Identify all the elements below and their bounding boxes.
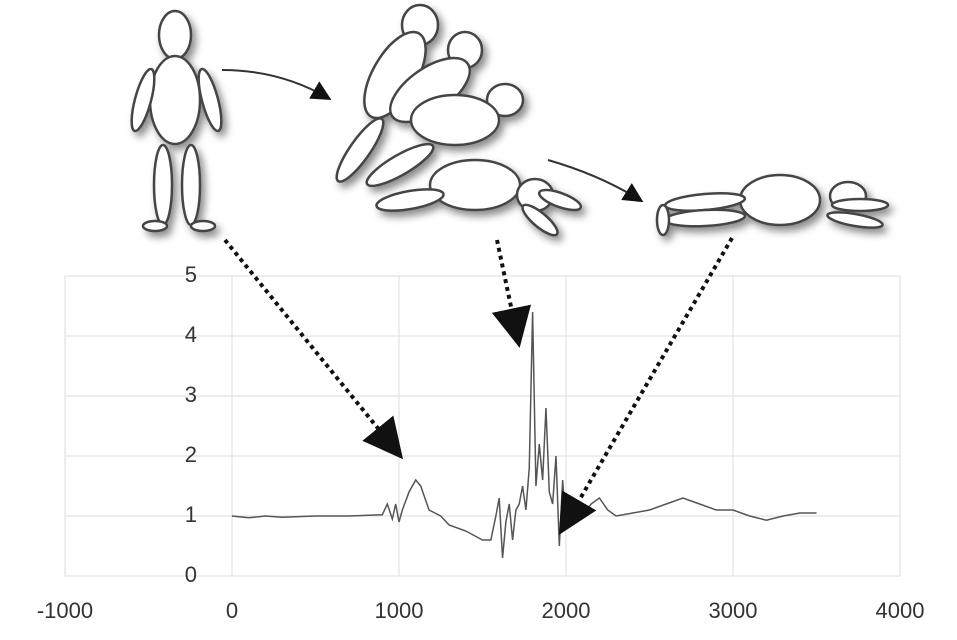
data-line <box>232 312 817 558</box>
falling-figure <box>330 5 583 240</box>
y-tick-label: 1 <box>185 502 197 527</box>
x-tick-label: 0 <box>226 598 238 623</box>
x-tick-label: 4000 <box>876 598 925 623</box>
y-tick-label: 5 <box>185 262 197 287</box>
x-tick-label: 2000 <box>542 598 591 623</box>
y-tick-label: 3 <box>185 382 197 407</box>
y-tick-label: 4 <box>185 322 197 347</box>
plot-area: 0 1 2 3 4 5 -1000 0 1000 2000 3000 4000 <box>37 262 925 623</box>
y-tick-label: 2 <box>185 442 197 467</box>
x-tick-label: -1000 <box>37 598 93 623</box>
chart: 0 1 2 3 4 5 -1000 0 1000 2000 3000 4000 <box>0 0 957 635</box>
lying-figure <box>657 175 888 235</box>
x-tick-label: 3000 <box>709 598 758 623</box>
pointer-arrows <box>225 238 732 528</box>
y-tick-label: 0 <box>185 562 197 587</box>
standing-figure <box>127 11 226 231</box>
x-tick-label: 1000 <box>375 598 424 623</box>
